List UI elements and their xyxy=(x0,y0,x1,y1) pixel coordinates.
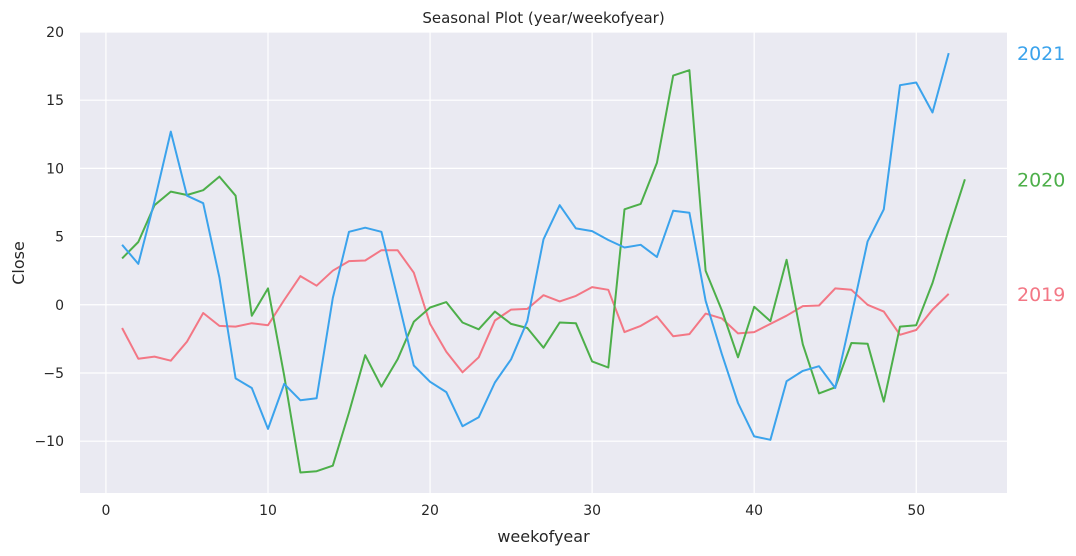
y-tick-label: 5 xyxy=(55,230,64,246)
x-tick-label: 10 xyxy=(259,503,277,519)
plot-background xyxy=(80,32,1007,493)
series-end-labels: 2019 2020 2021 xyxy=(1017,43,1065,306)
x-tick-label: 30 xyxy=(583,503,601,519)
y-tick-label: 15 xyxy=(46,93,64,109)
x-axis-label: weekofyear xyxy=(497,527,590,546)
series-line-2020 xyxy=(121,69,966,474)
x-tick-label: 50 xyxy=(907,503,925,519)
series-line-2019 xyxy=(121,249,950,374)
y-axis-label: Close xyxy=(9,241,28,285)
x-tick-label: 0 xyxy=(101,503,110,519)
series-label-2020: 2020 xyxy=(1017,169,1065,191)
series-lines xyxy=(121,52,966,474)
y-tick-label: −10 xyxy=(34,434,64,450)
y-tick-label: −5 xyxy=(43,366,64,382)
y-tick-label: 0 xyxy=(55,298,64,314)
series-label-2021: 2021 xyxy=(1017,43,1065,65)
chart-title: Seasonal Plot (year/weekofyear) xyxy=(422,9,664,27)
series-line-2021 xyxy=(121,52,950,441)
x-tick-label: 40 xyxy=(745,503,763,519)
y-tick-label: 10 xyxy=(46,161,64,177)
x-tick-label: 20 xyxy=(421,503,439,519)
y-tick-label: 20 xyxy=(46,25,64,41)
series-label-2019: 2019 xyxy=(1017,284,1065,306)
